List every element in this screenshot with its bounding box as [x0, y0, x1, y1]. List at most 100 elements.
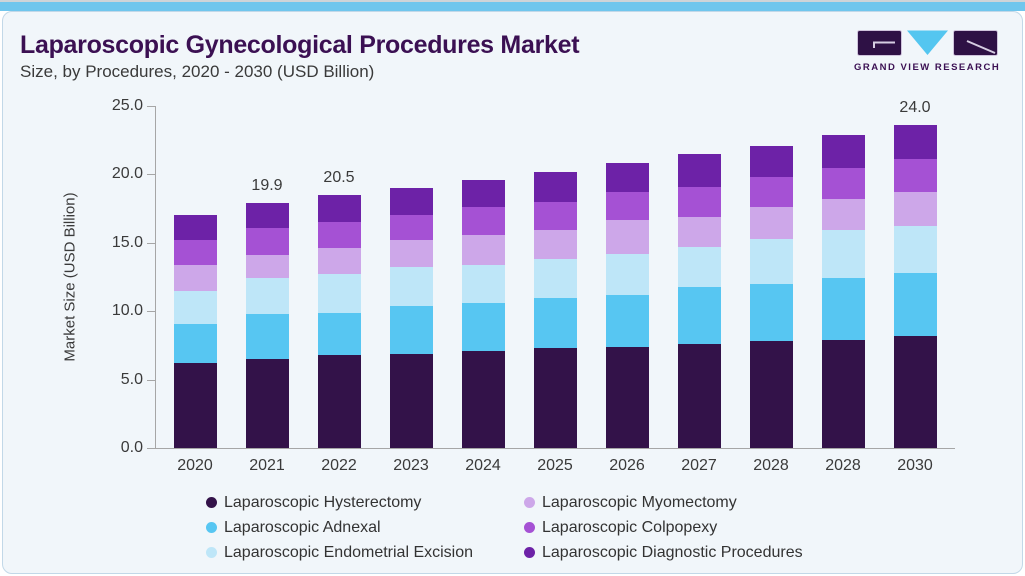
legend-item: Laparoscopic Myomectomy — [524, 490, 803, 515]
report-card: Laparoscopic Gynecological Procedures Ma… — [2, 11, 1023, 574]
bar-segment-adnexal — [317, 313, 361, 355]
bar-segment-hysterectomy — [533, 348, 577, 448]
bar-segment-adnexal — [461, 303, 505, 351]
logo-r-glyph — [966, 40, 996, 54]
x-tick-label: 2023 — [393, 457, 429, 474]
bar-segment-endometrial — [677, 247, 721, 287]
logo-text: GRAND VIEW RESEARCH — [854, 62, 1001, 73]
bar-segment-adnexal — [821, 278, 865, 340]
x-tick-label: 2026 — [609, 457, 645, 474]
bar-segment-endometrial — [749, 239, 793, 284]
bar-segment-adnexal — [677, 287, 721, 344]
y-tick-label: 20.0 — [111, 165, 143, 182]
bar-segment-hysterectomy — [749, 341, 793, 448]
legend-dot-icon — [206, 547, 217, 558]
legend-label: Laparoscopic Hysterectomy — [224, 493, 422, 511]
bar-segment-colpopexy — [821, 168, 865, 199]
bar-segment-adnexal — [173, 324, 217, 363]
bar-segment-diagnostic — [677, 154, 721, 187]
bar-segment-diagnostic — [461, 180, 505, 207]
bar-segment-myomectomy — [821, 199, 865, 230]
legend-dot-icon — [524, 522, 535, 533]
legend-label: Laparoscopic Colpopexy — [542, 518, 718, 536]
bar-segment-adnexal — [749, 284, 793, 341]
x-tick-label: 2028 — [753, 457, 789, 474]
y-tick-mark — [147, 311, 155, 312]
gvr-logo: GRAND VIEW RESEARCH — [854, 26, 1000, 74]
logo-v-triangle — [907, 30, 948, 55]
plot-area: Market Size (USD Billion) 0.0 5.0 10.0 15.0… — [3, 12, 1022, 573]
y-tick-label: 10.0 — [111, 302, 143, 319]
bar-segment-hysterectomy — [821, 340, 865, 448]
legend-dot-icon — [206, 497, 217, 508]
bar-segment-myomectomy — [461, 235, 505, 265]
bar-segment-endometrial — [245, 278, 289, 314]
y-tick-label: 25.0 — [111, 97, 143, 114]
legend-dot-icon — [524, 497, 535, 508]
bar-segment-colpopexy — [317, 222, 361, 248]
accent-bar — [0, 2, 1025, 11]
bar-segment-hysterectomy — [173, 363, 217, 448]
legend-label: Laparoscopic Endometrial Excision — [224, 543, 474, 561]
logo-g-glyph — [873, 41, 895, 48]
bar-segment-adnexal — [893, 273, 937, 336]
bar-segment-myomectomy — [245, 255, 289, 278]
bar-segment-myomectomy — [317, 248, 361, 274]
x-tick-label: 2025 — [537, 457, 573, 474]
bar-segment-myomectomy — [749, 207, 793, 239]
bar-segment-colpopexy — [533, 202, 577, 230]
bar-segment-hysterectomy — [605, 347, 649, 448]
bar-segment-hysterectomy — [677, 344, 721, 448]
bar-segment-hysterectomy — [245, 359, 289, 448]
x-axis-line — [155, 448, 955, 449]
bar-segment-endometrial — [317, 274, 361, 313]
x-tick-label: 2027 — [681, 457, 717, 474]
bar-segment-colpopexy — [749, 177, 793, 207]
y-tick-label: 5.0 — [120, 371, 143, 388]
gvr-logo-marks — [857, 30, 998, 56]
legend-dot-icon — [206, 522, 217, 533]
bar-segment-myomectomy — [173, 265, 217, 291]
bar-segment-colpopexy — [461, 207, 505, 235]
bar-segment-colpopexy — [173, 240, 217, 265]
bar-segment-endometrial — [389, 267, 433, 306]
legend-label: Laparoscopic Diagnostic Procedures — [542, 543, 803, 561]
x-tick-label: 2030 — [897, 457, 933, 474]
y-axis-line — [155, 106, 156, 448]
bar-segment-myomectomy — [893, 192, 937, 226]
y-tick-label: 15.0 — [111, 234, 143, 251]
legend-label: Laparoscopic Myomectomy — [542, 493, 737, 511]
bar-segment-myomectomy — [389, 240, 433, 267]
x-tick-label: 2021 — [249, 457, 285, 474]
bar-segment-diagnostic — [317, 195, 361, 222]
legend-dot-icon — [524, 547, 535, 558]
y-tick-mark — [147, 243, 155, 244]
chart-legend: Laparoscopic Hysterectomy Laparoscopic Ad… — [206, 490, 803, 565]
bar-segment-diagnostic — [605, 163, 649, 192]
bar-segment-hysterectomy — [389, 354, 433, 448]
window-top-line — [0, 0, 1025, 2]
bar-segment-diagnostic — [173, 215, 217, 240]
legend-label: Laparoscopic Adnexal — [224, 518, 381, 536]
bar-segment-hysterectomy — [893, 336, 937, 448]
y-tick-label: 0.0 — [120, 439, 143, 456]
legend-item: Laparoscopic Adnexal — [206, 515, 524, 540]
bar-segment-hysterectomy — [461, 351, 505, 448]
page-title: Laparoscopic Gynecological Procedures Ma… — [20, 31, 580, 59]
bar-segment-hysterectomy — [317, 355, 361, 448]
bar-segment-endometrial — [461, 265, 505, 303]
bar-segment-diagnostic — [389, 188, 433, 215]
bar-segment-colpopexy — [605, 192, 649, 220]
x-tick-label: 2020 — [177, 457, 213, 474]
bar-total-label: 19.9 — [251, 177, 283, 194]
legend-item: Laparoscopic Hysterectomy — [206, 490, 524, 515]
bar-segment-diagnostic — [749, 146, 793, 177]
page-subtitle: Size, by Procedures, 2020 - 2030 (USD Bi… — [20, 62, 375, 81]
legend-item: Laparoscopic Diagnostic Procedures — [524, 540, 803, 565]
y-tick-mark — [147, 380, 155, 381]
bar-segment-endometrial — [533, 259, 577, 298]
y-tick-mark — [147, 174, 155, 175]
bar-segment-myomectomy — [677, 217, 721, 247]
bar-segment-myomectomy — [605, 220, 649, 254]
x-tick-label: 2024 — [465, 457, 501, 474]
